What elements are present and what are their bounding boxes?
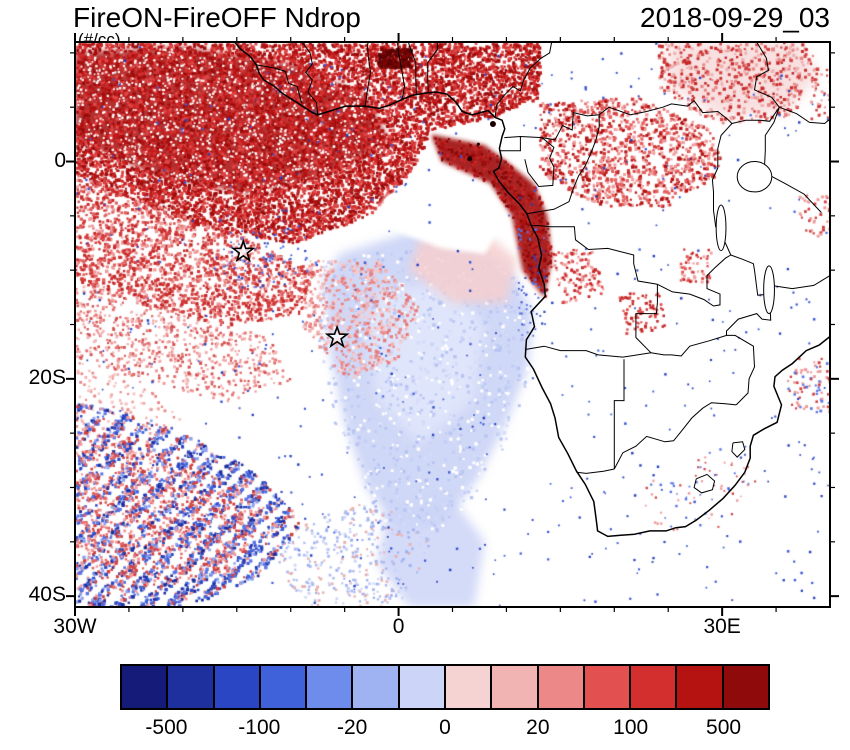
country-border — [731, 441, 746, 458]
colorbar-tick-label: -20 — [336, 716, 368, 739]
country-border — [657, 254, 732, 307]
country-border — [494, 41, 553, 118]
colorbar-cell — [353, 666, 400, 708]
country-border — [763, 171, 822, 213]
colorbar-tick-label: 20 — [526, 716, 550, 739]
country-border — [613, 402, 737, 470]
country-border — [301, 41, 319, 115]
plot-title: FireON-FireOFF Ndrop — [73, 2, 361, 33]
colorbar-cell — [168, 666, 215, 708]
map-frame — [74, 41, 831, 608]
country-border — [576, 468, 615, 474]
star-marker — [230, 238, 256, 263]
country-border — [671, 334, 756, 406]
colorbar-cell — [584, 666, 632, 708]
colorbar-cell — [307, 666, 354, 708]
colorbar-cell — [677, 666, 724, 708]
colorbar-cell — [538, 666, 585, 708]
country-border — [763, 107, 780, 173]
star-marker — [324, 324, 350, 348]
island — [476, 142, 480, 146]
country-border — [504, 99, 733, 141]
colorbar-tick-label: -500 — [145, 716, 188, 739]
country-border — [526, 114, 600, 215]
country-border — [525, 345, 672, 358]
country-border — [753, 41, 831, 125]
colorbar-tick-label: -100 — [238, 716, 281, 739]
country-border — [613, 359, 625, 469]
country-border — [635, 284, 658, 354]
colorbar-tick-label: 0 — [439, 716, 451, 739]
country-border — [524, 137, 555, 188]
colorbar-labels: -500 -100 -20 0 20 100 500 — [120, 716, 770, 742]
lake — [715, 204, 727, 252]
colorbar-cell — [260, 666, 308, 708]
colorbar-cell — [723, 666, 768, 708]
country-border — [397, 41, 406, 99]
country-border — [770, 275, 831, 290]
country-border — [731, 106, 780, 124]
plot-date: 2018-09-29_03 — [640, 2, 830, 33]
lake — [763, 265, 775, 315]
colorbar-cell — [631, 666, 678, 708]
country-border — [427, 42, 438, 93]
country-border — [531, 225, 658, 285]
country-border — [693, 473, 716, 494]
colorbar-cell — [399, 666, 446, 708]
coastline — [234, 41, 831, 538]
colorbar: -500 -100 -20 0 20 100 500 — [120, 664, 770, 742]
country-border — [407, 41, 417, 95]
island — [467, 156, 473, 162]
colorbar-cell — [445, 666, 493, 708]
colorbar-cell — [492, 666, 539, 708]
colorbar-cells — [120, 664, 770, 710]
map-field-canvas — [75, 42, 830, 607]
colorbar-tick-label: 500 — [706, 716, 742, 739]
country-border — [256, 64, 302, 103]
colorbar-cell — [214, 666, 261, 708]
country-border — [364, 41, 372, 107]
island — [489, 121, 496, 128]
lake — [736, 161, 773, 193]
colorbar-tick-label: 100 — [613, 716, 649, 739]
country-border — [499, 136, 521, 152]
colorbar-cell — [122, 666, 169, 708]
